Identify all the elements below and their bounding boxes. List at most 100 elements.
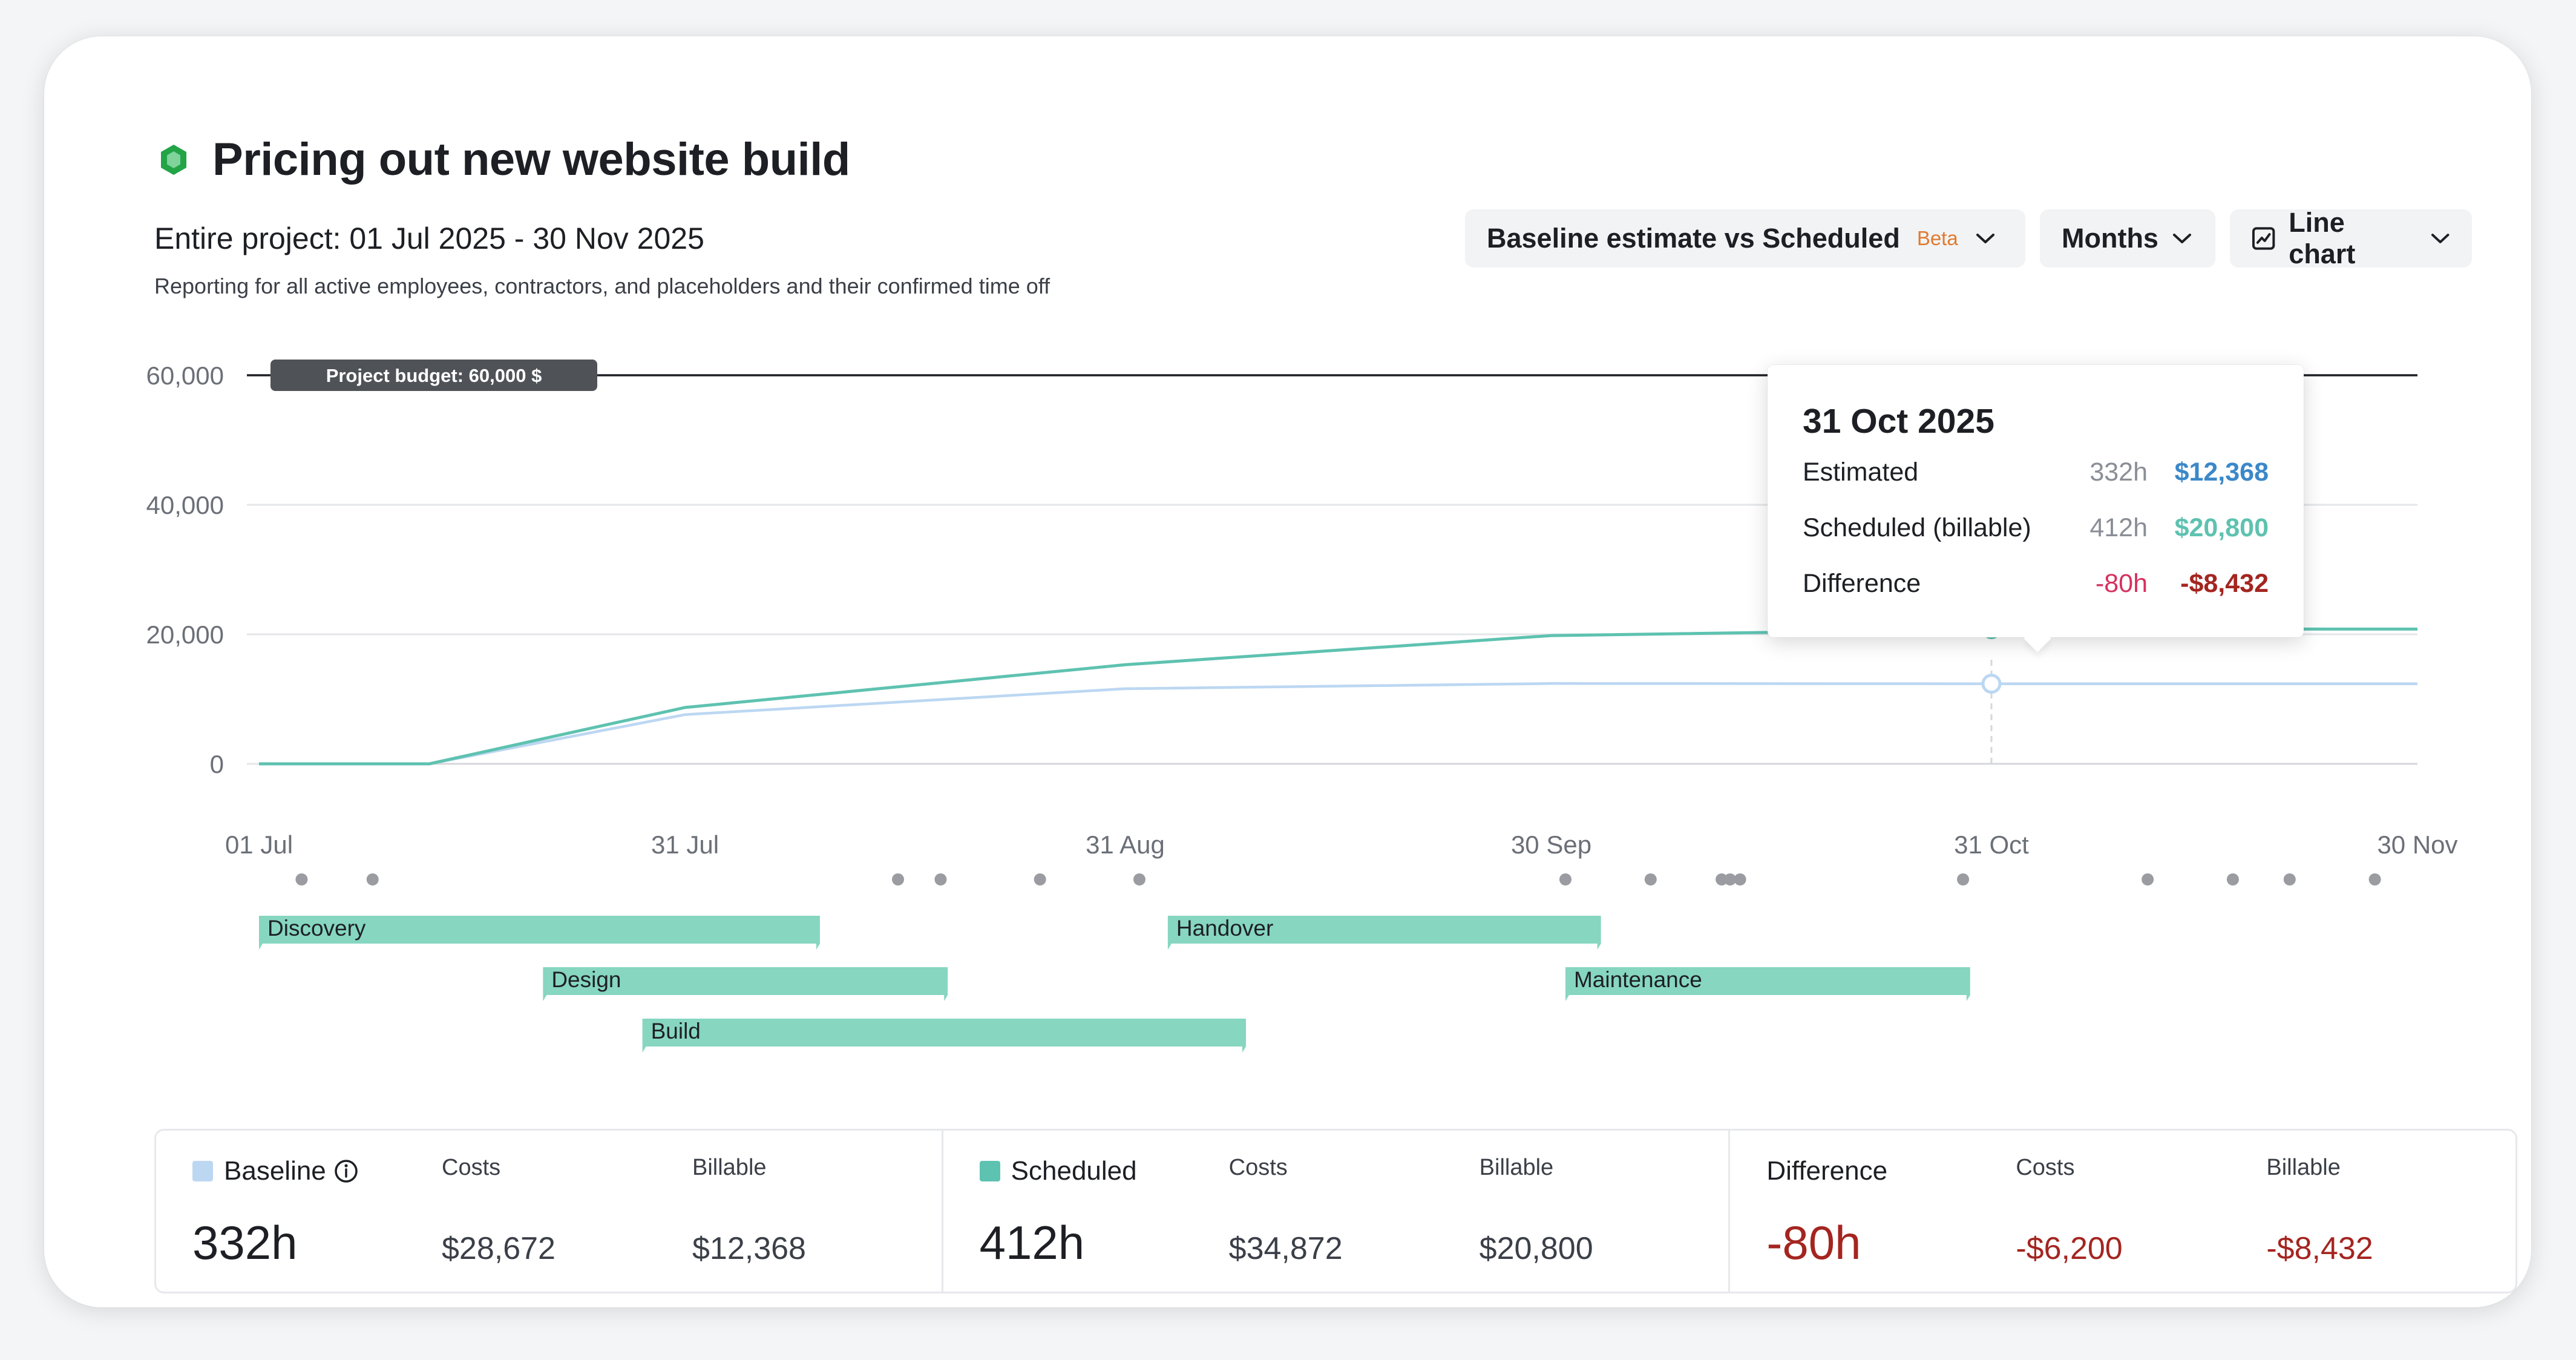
- phase-shape: [1167, 916, 1601, 950]
- comparison-dropdown[interactable]: Baseline estimate vs Scheduled Beta: [1465, 209, 2025, 268]
- phase-bar: Maintenance: [1565, 967, 1970, 1001]
- summary-billable: $12,368: [692, 1231, 806, 1266]
- scheduled-swatch: [979, 1161, 1000, 1181]
- y-tick-label: 20,000: [146, 620, 224, 649]
- event-dot: [1724, 873, 1737, 885]
- title-row: Pricing out new website build: [159, 133, 850, 186]
- phase-shape: [642, 1019, 1246, 1053]
- summary-billable-label: Billable: [1479, 1155, 1554, 1180]
- summary-hours: 412h: [979, 1216, 1085, 1269]
- chart-tooltip: 31 Oct 2025 Estimated 332h $12,368 Sched…: [1768, 365, 2304, 652]
- x-tick-label: 30 Sep: [1511, 830, 1591, 859]
- event-dot: [1716, 873, 1728, 885]
- phase-bar: Build: [642, 1019, 1246, 1053]
- x-tick-label: 31 Oct: [1954, 830, 2029, 859]
- event-dot: [1133, 873, 1145, 885]
- series-line-baseline: [259, 682, 2417, 766]
- tooltip-money: $20,800: [2174, 513, 2269, 542]
- phase-label: Maintenance: [1574, 967, 1702, 992]
- event-dot: [2283, 873, 2296, 885]
- report-description: Reporting for all active employees, cont…: [154, 274, 1050, 298]
- event-dot: [2368, 873, 2381, 885]
- summary-baseline: Baseline 332h Costs $28,672 Billable $12…: [156, 1131, 943, 1292]
- phase-bar: Design: [543, 967, 948, 1001]
- phase-shape: [259, 916, 820, 950]
- summary-billable-label: Billable: [2266, 1155, 2341, 1180]
- chart-type-dropdown[interactable]: Line chart: [2230, 207, 2472, 269]
- budget-label-bg: [270, 360, 597, 391]
- comparison-label: Baseline estimate vs Scheduled: [1487, 223, 1900, 254]
- event-dot: [1644, 873, 1657, 885]
- x-tick-label: 01 Jul: [225, 830, 293, 859]
- summary-hours: 332h: [192, 1216, 298, 1269]
- summary-difference: Difference -80h Costs -$6,200 Billable -…: [1730, 1131, 2515, 1292]
- tooltip-money: $12,368: [2174, 457, 2269, 487]
- line-chart-icon: [2252, 227, 2275, 250]
- y-tick-label: 60,000: [146, 361, 224, 390]
- event-dot: [366, 873, 379, 885]
- series-line-scheduled: [259, 627, 2417, 766]
- tooltip-row-estimated: Estimated 332h $12,368: [1803, 451, 2269, 493]
- summary-costs: -$6,200: [2016, 1231, 2123, 1266]
- event-dot: [2142, 873, 2154, 885]
- phase-bar: Discovery: [259, 916, 820, 950]
- tooltip-label: Difference: [1803, 568, 1921, 598]
- summary-billable: -$8,432: [2266, 1231, 2373, 1266]
- tooltip-label: Estimated: [1803, 457, 1919, 487]
- phase-label: Handover: [1176, 916, 1273, 941]
- summary-scheduled: Scheduled 412h Costs $34,872 Billable $2…: [943, 1131, 1731, 1292]
- info-icon[interactable]: [333, 1158, 359, 1184]
- phase-label: Build: [651, 1019, 701, 1043]
- event-dot: [1957, 873, 1970, 885]
- summary-billable: $20,800: [1479, 1231, 1593, 1266]
- project-hexagon-icon: [161, 144, 186, 175]
- cost-line-chart[interactable]: 0 20,000 40,000 60,000 Project budget: 60,0…: [44, 36, 2531, 1114]
- phase-shape: [1565, 967, 1970, 1001]
- phase-bar: Handover: [1167, 916, 1601, 950]
- summary-hours: -80h: [1766, 1216, 1861, 1269]
- event-dot: [1034, 873, 1046, 885]
- event-dot: [1734, 873, 1746, 885]
- event-dot: [934, 873, 947, 885]
- summary-costs-label: Costs: [442, 1155, 501, 1180]
- summary-difference-header: Difference: [1766, 1156, 1887, 1186]
- summary-panel: Baseline 332h Costs $28,672 Billable $12…: [154, 1129, 2517, 1293]
- y-tick-label: 0: [210, 750, 224, 778]
- x-tick-label: 31 Aug: [1086, 830, 1165, 859]
- report-card: Pricing out new website build Entire pro…: [44, 36, 2531, 1307]
- phase-label: Design: [551, 967, 621, 992]
- tooltip-label: Scheduled (billable): [1803, 513, 2031, 542]
- summary-label: Baseline: [224, 1156, 326, 1186]
- page-title: Pricing out new website build: [212, 134, 850, 185]
- beta-badge: Beta: [1916, 227, 1958, 249]
- chevron-down-icon: [2172, 234, 2191, 243]
- summary-costs: $34,872: [1228, 1231, 1343, 1266]
- chevron-down-icon: [1976, 234, 1994, 243]
- summary-billable-label: Billable: [692, 1155, 767, 1180]
- tooltip-hours: 332h: [2089, 457, 2148, 487]
- budget-label: Project budget: 60,000 $: [326, 365, 542, 386]
- summary-scheduled-header: Scheduled: [979, 1156, 1137, 1186]
- hover-point-baseline: [1981, 674, 2002, 694]
- tooltip-hours: -80h: [2095, 568, 2148, 598]
- tooltip-row-difference: Difference -80h -$8,432: [1803, 562, 2269, 605]
- chart-type-label: Line chart: [2289, 207, 2356, 269]
- baseline-swatch: [192, 1161, 213, 1181]
- y-tick-label: 40,000: [146, 491, 224, 519]
- tooltip-hours: 412h: [2089, 513, 2148, 542]
- x-tick-label: 31 Jul: [651, 830, 719, 859]
- event-dot: [1559, 873, 1571, 885]
- interval-dropdown[interactable]: Months: [2040, 209, 2215, 268]
- tooltip-row-scheduled: Scheduled (billable) 412h $20,800: [1803, 507, 2269, 549]
- summary-costs: $28,672: [442, 1231, 556, 1266]
- event-dot: [2226, 873, 2239, 885]
- chevron-down-icon: [2431, 234, 2450, 243]
- event-dot: [295, 873, 308, 885]
- summary-label: Difference: [1766, 1156, 1888, 1186]
- event-dot: [892, 873, 905, 885]
- summary-costs-label: Costs: [2016, 1155, 2075, 1180]
- phase-label: Discovery: [267, 916, 366, 941]
- x-tick-label: 30 Nov: [2377, 830, 2457, 859]
- summary-label: Scheduled: [1011, 1156, 1137, 1186]
- date-range-subtitle: Entire project: 01 Jul 2025 - 30 Nov 202…: [154, 222, 704, 255]
